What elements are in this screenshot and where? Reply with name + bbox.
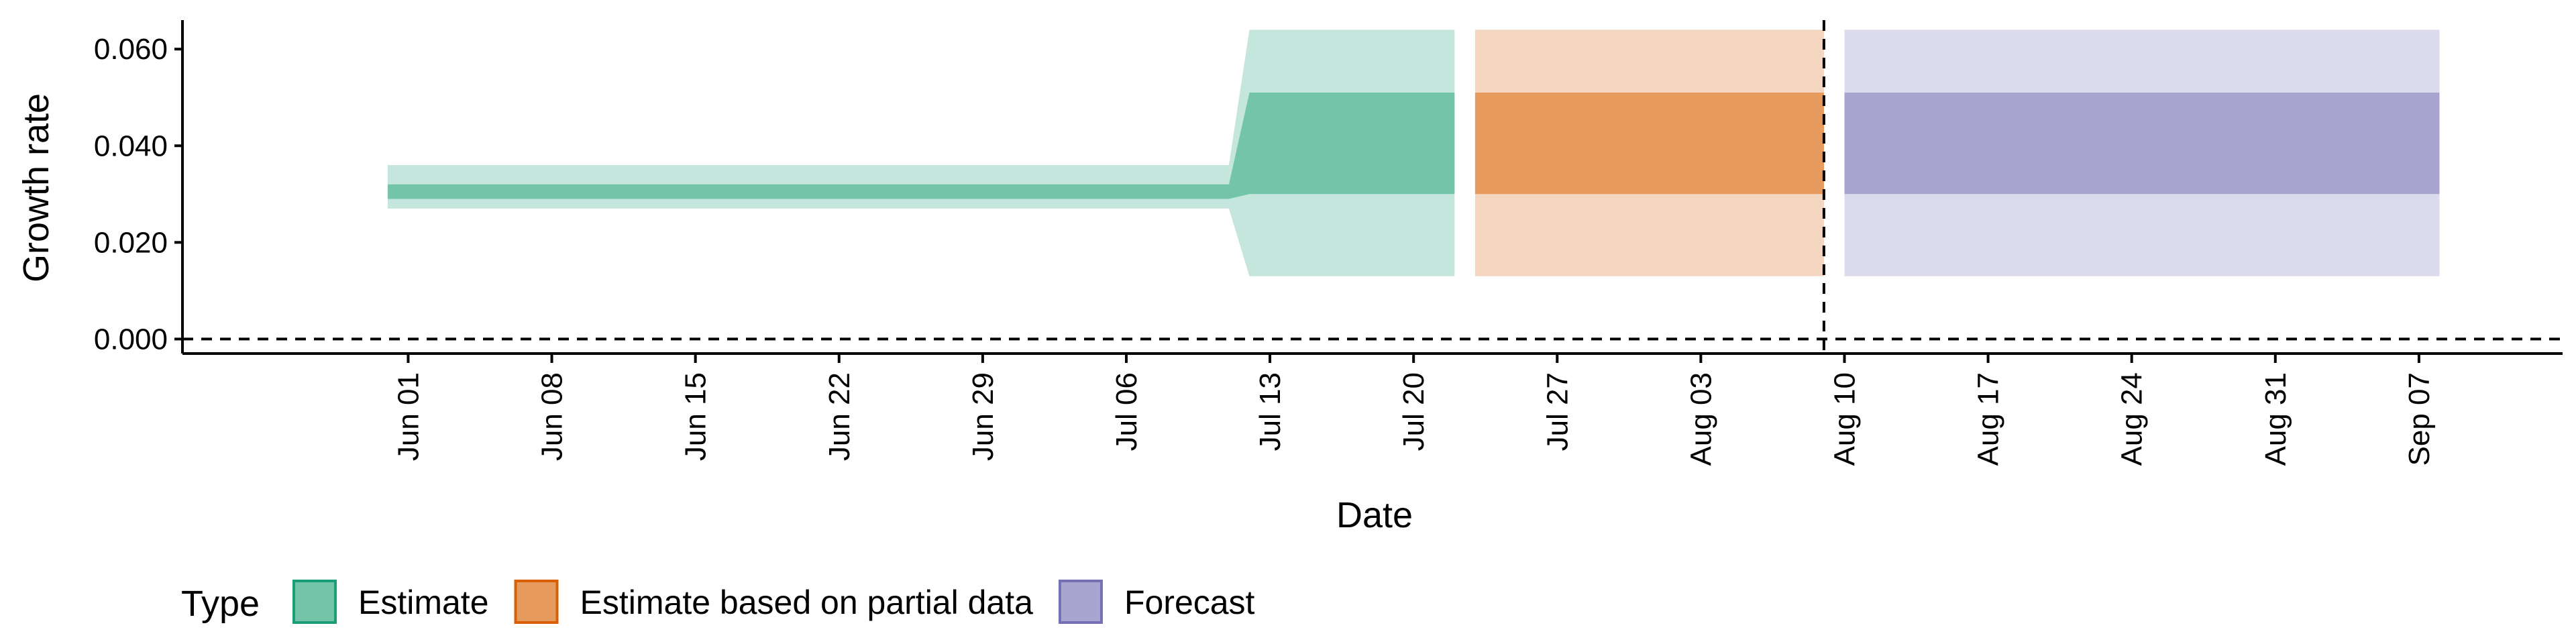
- band-50-0-0: [387, 93, 1455, 199]
- legend-swatch: [514, 580, 559, 624]
- legend-label: Estimate based on partial data: [580, 584, 1034, 621]
- bands-layer: [387, 30, 2440, 276]
- x-tick-label: Jun 15: [680, 372, 712, 461]
- x-tick-label: Jun 08: [536, 372, 569, 461]
- axes: [181, 20, 2563, 355]
- x-tick-label: Aug 10: [1829, 372, 1862, 466]
- band-50-1-0: [1474, 93, 1824, 195]
- x-ticks: Jun 01 Jun 08 Jun 15 Jun 22 Jun 29 Jul 06 Jul …: [392, 354, 2436, 466]
- x-tick-label: Aug 31: [2259, 372, 2292, 466]
- x-tick-label: Jul 27: [1541, 372, 1574, 451]
- legend-label: Estimate: [358, 584, 489, 621]
- x-tick-label: Aug 24: [2116, 372, 2149, 466]
- x-tick-label: Jun 22: [823, 372, 856, 461]
- legend: Type Estimate Estimate based on partial d…: [181, 580, 1255, 624]
- x-tick-label: Aug 03: [1684, 372, 1717, 466]
- x-tick-label: Jun 29: [967, 372, 1000, 461]
- y-tick-label: 0.040: [94, 129, 168, 162]
- x-tick-label: Jul 20: [1397, 372, 1430, 451]
- x-tick-label: Jun 01: [392, 372, 425, 461]
- reference-lines: [182, 20, 2563, 354]
- x-tick-label: Jul 06: [1110, 372, 1143, 451]
- y-axis-title: Growth rate: [16, 93, 56, 282]
- y-tick-label: 0.060: [94, 33, 168, 66]
- x-tick-label: Aug 17: [1972, 372, 2005, 466]
- legend-title: Type: [181, 584, 260, 624]
- x-tick-label: Jul 13: [1254, 372, 1287, 451]
- y-ticks: 0.000 0.020 0.040 0.060: [94, 33, 182, 356]
- band-50-2-0: [1844, 93, 2440, 195]
- legend-items: Estimate Estimate based on partial data Fo…: [292, 580, 1255, 624]
- y-tick-label: 0.000: [94, 323, 168, 356]
- legend-label: Forecast: [1124, 584, 1255, 621]
- x-tick-label: Sep 07: [2403, 372, 2436, 466]
- legend-swatch: [292, 580, 337, 624]
- y-tick-label: 0.020: [94, 226, 168, 259]
- legend-swatch: [1058, 580, 1103, 624]
- x-axis-title: Date: [1336, 495, 1413, 535]
